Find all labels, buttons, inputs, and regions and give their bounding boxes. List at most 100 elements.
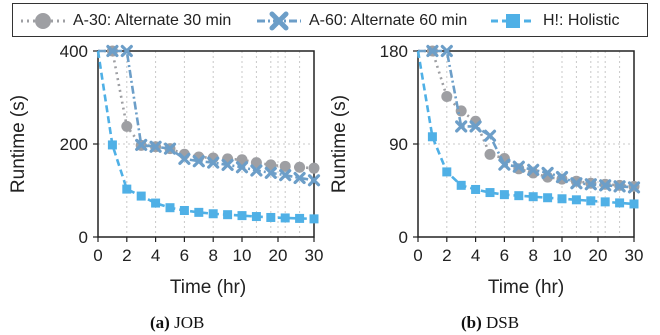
data-point [149,140,162,153]
data-point [586,196,596,206]
legend-item-holistic: H!: Holistic [491,4,619,38]
data-point [308,162,320,174]
data-point [615,198,625,208]
legend-label-a30: A-30: Alternate 30 min [73,12,232,29]
x-tick-label: 4 [151,246,160,265]
y-tick-label: 200 [60,135,88,154]
data-point [555,170,569,184]
data-point [571,195,581,205]
y-axis-label: Runtime (s) [329,95,350,193]
data-point [483,129,497,142]
y-tick-label: 400 [60,42,88,61]
series-line [418,49,635,188]
data-point [120,44,133,58]
data-point [179,205,189,215]
legend: A-30: Alternate 30 min A-60: Alternate 6… [12,3,648,37]
x-tick-label: 10 [553,246,572,265]
caption-a: (a) JOB [150,313,204,333]
legend-label-a60: A-60: Alternate 60 min [309,12,468,29]
data-point [512,160,525,173]
data-point [250,157,262,169]
data-point [294,161,306,173]
data-point [471,184,481,194]
data-point [293,171,306,185]
data-point [280,213,290,223]
data-point [469,120,482,133]
data-point [499,190,509,200]
series-line [98,49,315,182]
y-tick-label: 0 [399,228,408,247]
data-point [613,180,626,193]
x-tick-label: 30 [625,246,644,265]
data-point [442,167,452,177]
data-point [427,132,437,142]
data-point [541,166,554,180]
data-point [279,160,291,172]
x-tick-label: 20 [269,246,288,265]
data-point [441,90,453,102]
data-point [600,197,610,207]
data-point [107,140,117,150]
data-point [250,164,263,177]
legend-swatch-holistic [491,14,535,28]
data-point [207,156,220,169]
data-point [514,191,524,201]
chart-panel-0: 0 2 4 6 8 10 20 30 0 200 400 Time (hr) Runtime (s) [8,42,323,298]
data-point [136,191,146,201]
y-axis-label: Runtime (s) [8,95,29,193]
data-point [527,163,540,176]
x-tick-label: 6 [500,246,509,265]
plot-frame [97,50,315,238]
x-tick-label: 30 [305,246,324,265]
series-2 [416,50,639,209]
data-point [165,203,175,213]
data-point [307,174,321,187]
data-point [223,210,233,220]
caption-a-text: JOB [174,313,205,332]
data-point [455,120,468,133]
x-tick-label: 8 [208,246,217,265]
x-tick-label: 6 [180,246,189,265]
data-point [309,214,319,224]
data-point [235,161,249,174]
data-point [627,181,641,194]
data-point [485,188,495,198]
caption-b: (b) DSB [461,313,519,333]
y-tick-label: 90 [389,135,408,154]
x-tick-label: 8 [528,246,537,265]
series-0 [98,45,320,174]
series-line [96,50,315,221]
caption-b-text: DSB [486,313,520,332]
x-tick-label: 0 [93,246,102,265]
data-point [266,212,276,222]
x-axis-label: Time (hr) [488,277,564,298]
data-point [106,44,119,58]
series-line [416,50,635,206]
data-point [456,180,466,190]
data-point [543,193,553,203]
data-point [178,152,191,165]
data-point [121,120,133,132]
x-tick-label: 0 [413,246,422,265]
data-point [426,44,439,58]
data-point [237,211,247,221]
data-point [599,179,612,192]
data-point [295,213,305,223]
data-point [208,209,218,219]
legend-item-a30: A-30: Alternate 30 min [21,4,231,38]
data-point [557,194,567,204]
data-point [629,199,639,209]
data-point [498,158,511,171]
data-point [264,166,277,179]
data-point [584,178,597,191]
plot-frame [417,50,635,238]
x-tick-label: 2 [442,246,451,265]
series-2 [96,50,319,224]
series-line [98,49,315,170]
x-tick-label: 20 [589,246,608,265]
series-line [418,49,635,189]
legend-item-a60: A-60: Alternate 60 min [257,4,467,38]
y-tick-label: 180 [380,42,408,61]
series-1 [98,44,321,187]
